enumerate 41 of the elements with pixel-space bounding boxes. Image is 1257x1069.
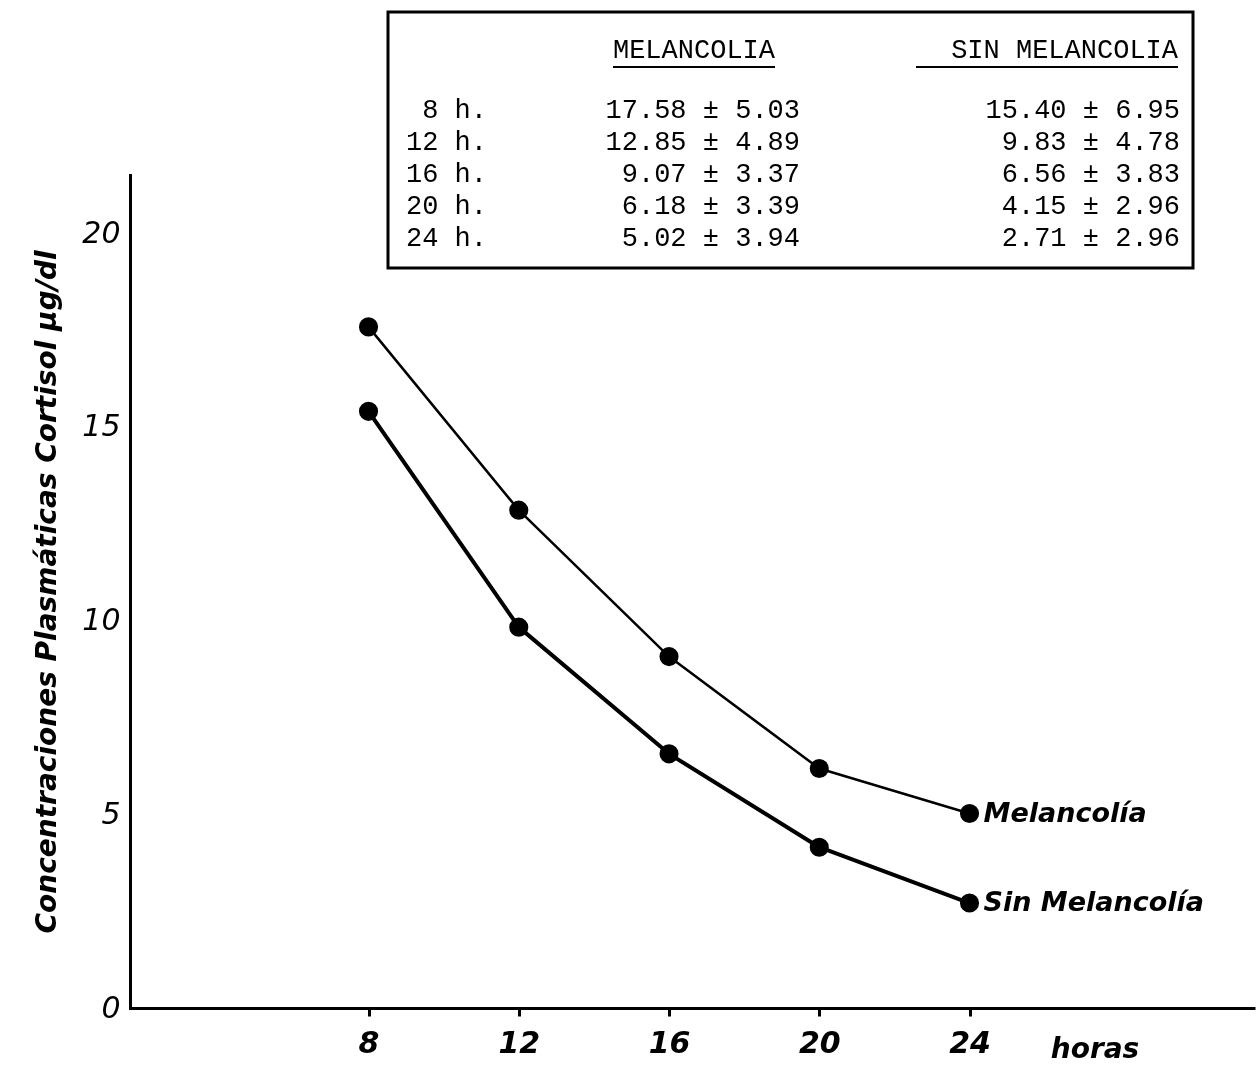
point: [659, 647, 679, 667]
y-tick-label: 5: [101, 795, 121, 831]
annotation: 6.18 ± 3.39: [621, 192, 800, 222]
point: [659, 744, 679, 764]
point: [809, 759, 829, 779]
point: [509, 500, 529, 520]
y-tick-label: 15: [82, 408, 121, 444]
x-axis-title: horas: [1050, 1032, 1140, 1065]
y-axis-title: Concentraciones Plasmáticas Cortisol µg/dl: [30, 250, 64, 934]
point: [959, 893, 980, 913]
text: 17.58 ± 5.03: [605, 96, 800, 126]
series-label: Sin Melancolía: [983, 886, 1205, 917]
point: [509, 617, 529, 637]
text: 8 h.: [422, 96, 487, 126]
x-tick-label: 24: [949, 1024, 991, 1060]
x-tick-label: 8: [358, 1024, 380, 1060]
series-label: Melancolía: [983, 796, 1147, 828]
annotation: 4.15 ± 2.96: [1001, 192, 1180, 222]
point: [959, 803, 980, 824]
text: 9.83 ± 4.78: [1001, 128, 1180, 158]
text: MELANCOLIA: [612, 36, 776, 66]
x-tick-label: 12: [498, 1024, 541, 1060]
annotation: 2.71 ± 2.96: [1001, 224, 1180, 254]
y-tick-label: 20: [82, 214, 121, 250]
annotation: 9.07 ± 3.37: [621, 160, 800, 190]
y-tick-label: 0: [101, 989, 121, 1025]
x-tick-label: 16: [648, 1024, 691, 1060]
point: [809, 837, 829, 857]
y-tick-label: 10: [82, 602, 121, 638]
annotation: 16 h.: [405, 160, 487, 190]
text: SIN MELANCOLIA: [951, 36, 1179, 66]
annotation: 5.02 ± 3.94: [621, 224, 800, 254]
annotation: 24 h.: [405, 224, 487, 254]
text: 12 h.: [405, 128, 487, 158]
text: 12.85 ± 4.89: [605, 128, 800, 158]
text: 15.40 ± 6.95: [985, 96, 1180, 126]
point: [358, 317, 379, 337]
annotation: 6.56 ± 3.83: [1001, 160, 1180, 190]
point: [358, 401, 379, 421]
x-tick-label: 20: [798, 1024, 841, 1060]
annotation: 20 h.: [405, 192, 487, 222]
